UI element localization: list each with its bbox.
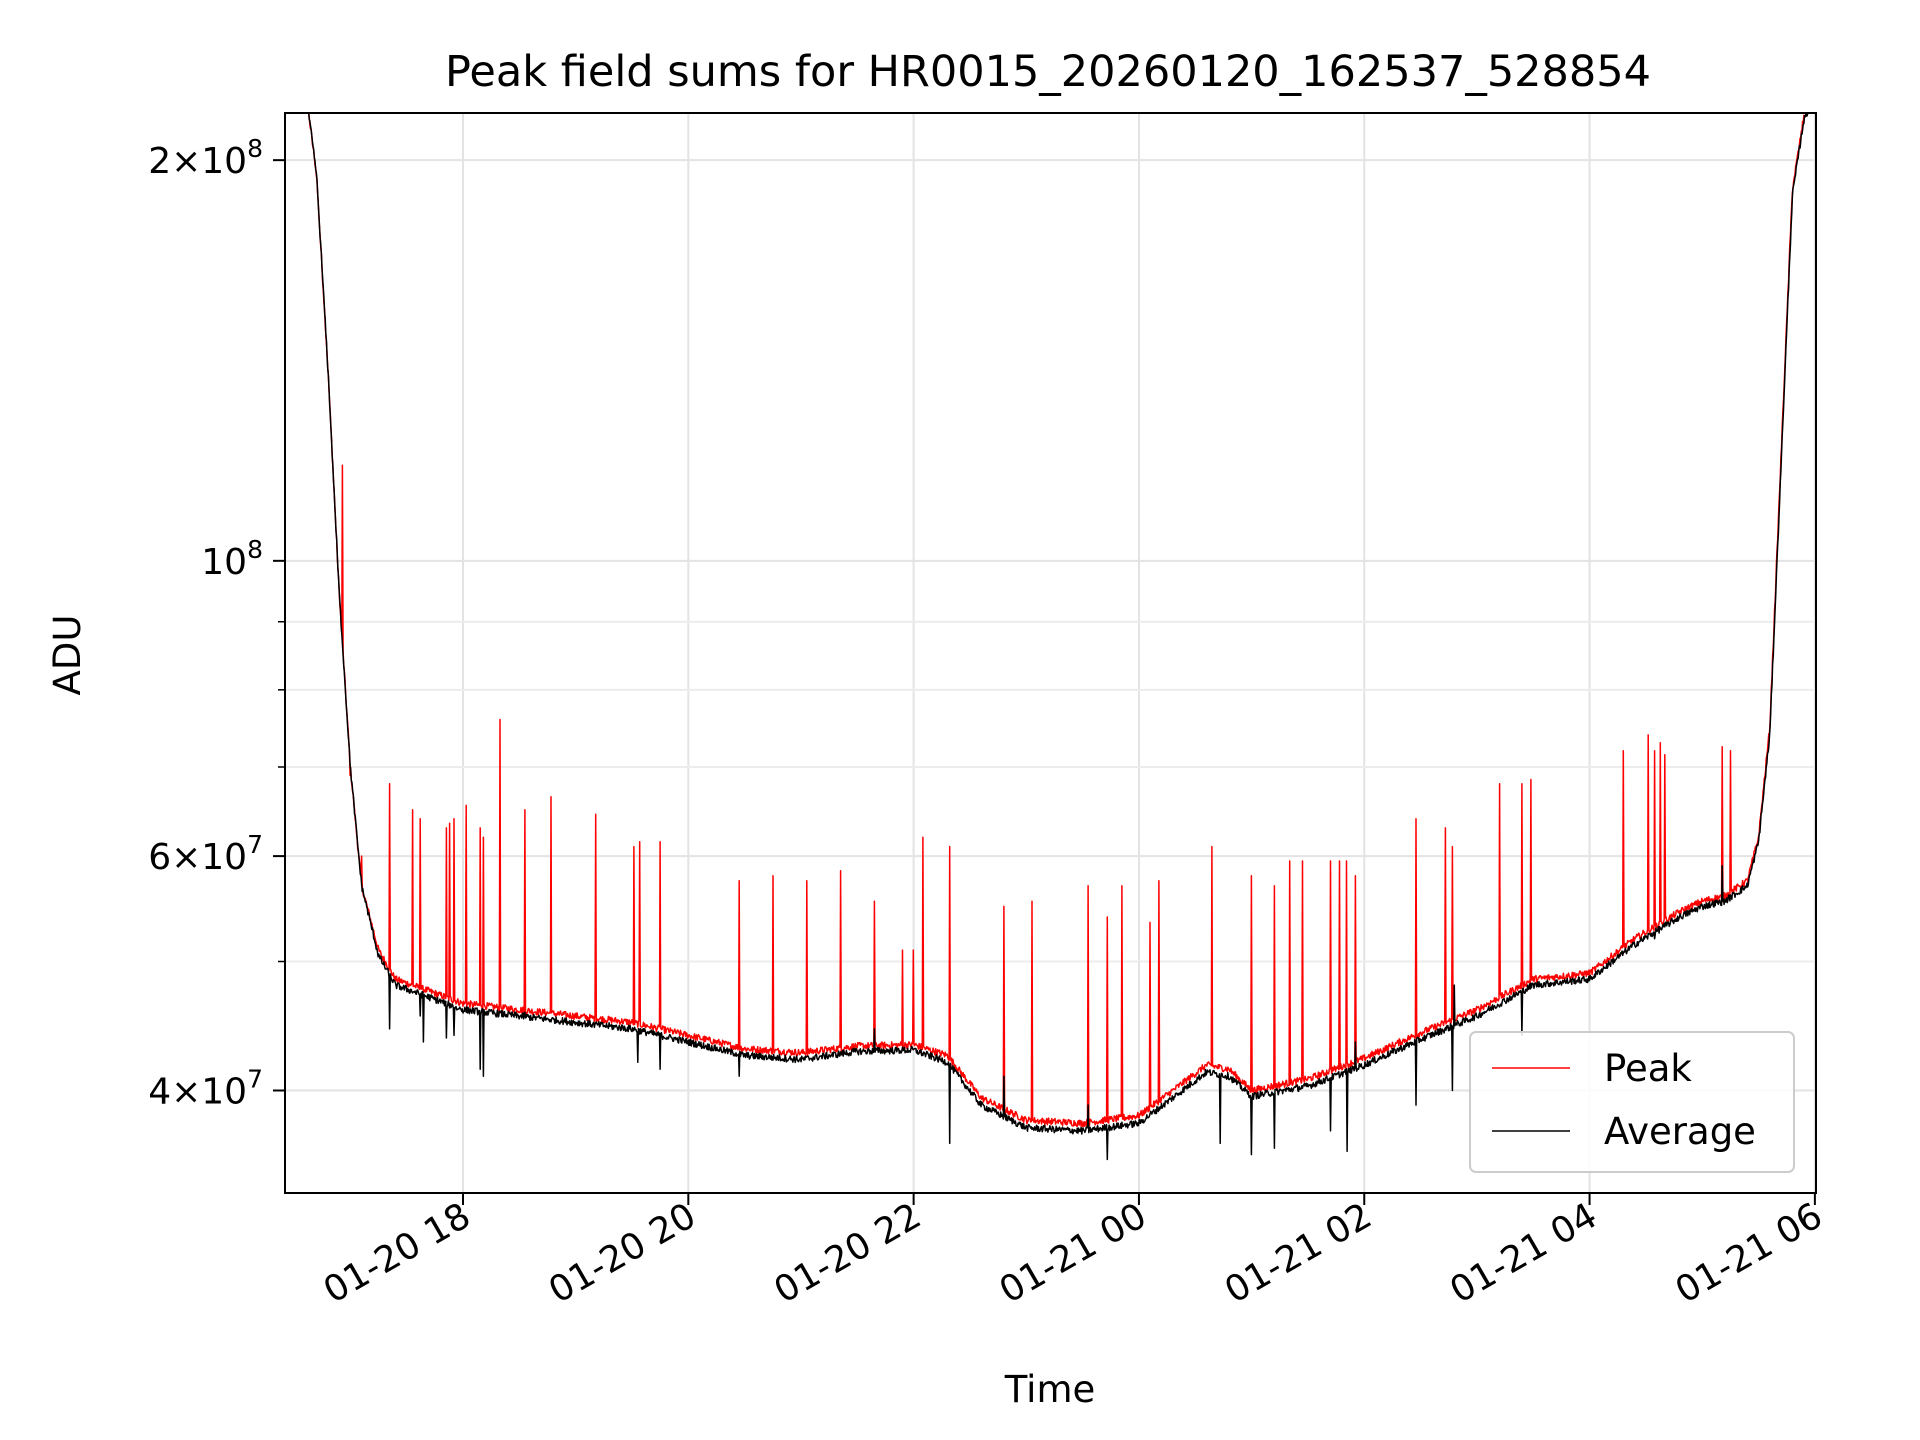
x-axis-label: Time: [1004, 1368, 1096, 1411]
y-tick-label: 2×108: [148, 134, 263, 182]
plot-frame: [284, 112, 1817, 1194]
chart-title: Peak field sums for HR0015_20260120_1625…: [445, 47, 1651, 97]
grid: [285, 113, 1816, 1193]
legend-box: [1469, 1031, 1795, 1173]
legend-label-average: Average: [1604, 1110, 1756, 1153]
y-axis-label: ADU: [46, 615, 89, 696]
legend: Peak Average: [1469, 1031, 1795, 1173]
series-line-peak: [307, 113, 1807, 1128]
y-tick-label: 4×107: [148, 1064, 263, 1112]
legend-label-peak: Peak: [1604, 1047, 1692, 1090]
series-line-average: [308, 113, 1809, 1161]
y-tick-label: 6×107: [148, 830, 263, 878]
y-tick-label: 108: [201, 535, 263, 583]
y-axis: 4×107 6×107 108 2×108: [148, 134, 285, 1112]
